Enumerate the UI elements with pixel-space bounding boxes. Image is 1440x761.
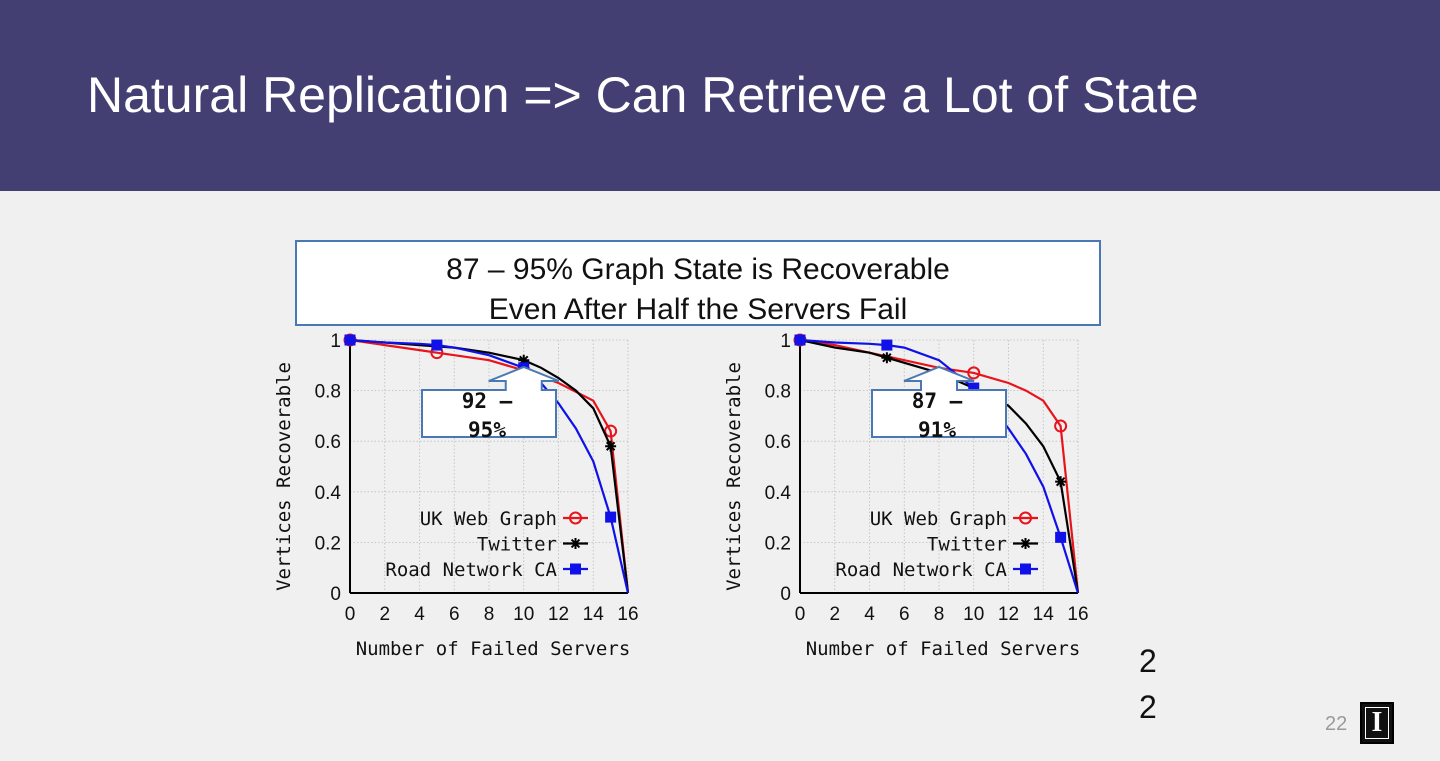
legend-marker-twitter xyxy=(1020,538,1031,549)
annotation-line-1: 92 – xyxy=(462,389,513,413)
data-point-road xyxy=(794,334,806,346)
legend-label-uk: UK Web Graph xyxy=(870,508,1007,530)
recoverable-callout: 87 – 95% Graph State is Recoverable Even… xyxy=(295,240,1101,326)
annotation-arrow-box xyxy=(871,365,1007,438)
data-point-twitter xyxy=(1055,476,1067,488)
y-tick-label: 0.6 xyxy=(765,432,791,453)
x-tick-label: 14 xyxy=(583,604,605,625)
y-tick-label: 0.6 xyxy=(315,432,341,453)
y-tick-label: 0.2 xyxy=(315,533,341,554)
page-number: 22 xyxy=(1325,713,1348,735)
y-tick-label: 0.2 xyxy=(765,533,791,554)
legend-marker-road xyxy=(570,563,581,575)
y-tick-label: 0.4 xyxy=(315,483,342,504)
callout-line-1: 87 – 95% Graph State is Recoverable xyxy=(446,253,950,286)
legend: UK Web Graph Twitter Road Network CA xyxy=(835,508,1038,581)
data-point-twitter xyxy=(518,354,530,366)
annotation-callout: 87 – 91% xyxy=(871,365,1007,442)
slide-title: Natural Replication => Can Retrieve a Lo… xyxy=(87,67,1199,123)
legend-label-twitter: Twitter xyxy=(477,534,557,556)
data-point-uk xyxy=(604,424,618,438)
title-bar: Natural Replication => Can Retrieve a Lo… xyxy=(0,0,1440,191)
data-point-road xyxy=(431,339,443,351)
x-tick-label: 0 xyxy=(795,604,806,625)
legend-marker-road xyxy=(1020,563,1031,575)
y-tick-label: 1 xyxy=(780,331,791,352)
stray-text-2: 2 xyxy=(1139,689,1157,725)
legend-marker-uk xyxy=(1019,511,1032,525)
y-tick-label: 0.4 xyxy=(765,483,792,504)
x-tick-label: 12 xyxy=(998,604,1019,625)
chart-right: 0 2 4 6 8 10 12 14 16 0 0.2 0.4 0.6 0.8 1 Number of Fai… xyxy=(723,331,1089,660)
data-point-uk xyxy=(1054,419,1068,433)
data-point-road xyxy=(881,339,893,351)
annotation-line-1: 87 – xyxy=(912,389,963,413)
y-tick-label: 0 xyxy=(780,584,791,605)
x-tick-label: 16 xyxy=(617,604,638,625)
x-tick-label: 2 xyxy=(379,604,390,625)
legend: UK Web Graph Twitter Road Network CA xyxy=(385,508,588,581)
y-tick-label: 0.8 xyxy=(315,382,341,403)
logo-frame: I xyxy=(1365,707,1389,739)
data-point-road xyxy=(968,382,980,394)
x-axis-label: Number of Failed Servers xyxy=(356,638,631,660)
callout-line-2: Even After Half the Servers Fail xyxy=(488,293,908,326)
stray-text-1: 2 xyxy=(1139,643,1157,679)
x-tick-label: 12 xyxy=(548,604,569,625)
legend-label-uk: UK Web Graph xyxy=(420,508,557,530)
data-point-twitter xyxy=(881,352,893,364)
x-tick-label: 8 xyxy=(484,604,495,625)
y-axis-label: Vertices Recoverable xyxy=(273,362,295,591)
annotation-line-2: 91% xyxy=(918,418,956,442)
x-tick-label: 4 xyxy=(414,604,425,625)
series-line-uk xyxy=(349,338,630,594)
x-tick-label: 14 xyxy=(1033,604,1055,625)
legend-label-road: Road Network CA xyxy=(835,559,1007,581)
y-tick-label: 0 xyxy=(330,584,341,605)
university-logo-icon: I xyxy=(1360,702,1394,744)
chart-left: 0 2 4 6 8 10 12 14 16 0 0.2 0.4 0.6 0.8 1 Number of Fai… xyxy=(273,331,639,660)
x-tick-label: 0 xyxy=(345,604,356,625)
annotation-callout: 92 – 95% xyxy=(421,365,560,442)
data-point-road xyxy=(1055,531,1067,543)
annotation-arrow-box xyxy=(421,365,560,438)
legend-marker-twitter xyxy=(570,538,581,549)
x-tick-label: 4 xyxy=(864,604,875,625)
x-tick-label: 2 xyxy=(829,604,840,625)
annotation-line-2: 95% xyxy=(468,418,506,442)
x-tick-label: 8 xyxy=(934,604,945,625)
y-axis-label: Vertices Recoverable xyxy=(723,362,745,591)
x-axis-label: Number of Failed Servers xyxy=(806,638,1081,660)
legend-label-road: Road Network CA xyxy=(385,559,557,581)
legend-marker-uk xyxy=(569,511,582,525)
legend-label-twitter: Twitter xyxy=(927,534,1007,556)
x-tick-label: 6 xyxy=(449,604,460,625)
x-tick-label: 10 xyxy=(513,604,534,625)
data-point-road xyxy=(605,511,617,523)
x-tick-label: 10 xyxy=(963,604,984,625)
data-point-uk xyxy=(967,366,981,380)
series-road xyxy=(794,334,1080,594)
logo-letter: I xyxy=(1371,707,1383,738)
x-tick-label: 16 xyxy=(1067,604,1088,625)
x-tick-label: 6 xyxy=(899,604,910,625)
data-point-twitter xyxy=(605,440,617,452)
y-tick-label: 1 xyxy=(330,331,341,352)
y-tick-label: 0.8 xyxy=(765,382,791,403)
data-point-road xyxy=(344,334,356,346)
